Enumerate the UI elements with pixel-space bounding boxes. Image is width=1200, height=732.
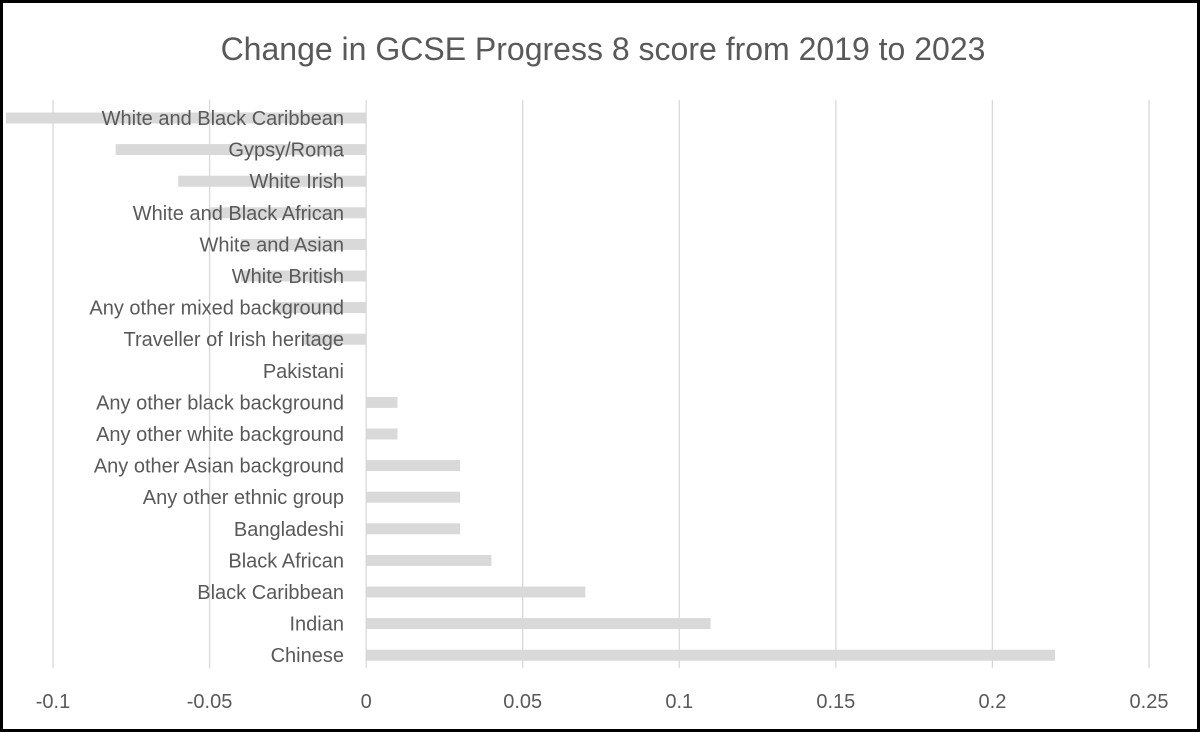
bar	[272, 302, 367, 314]
bar	[366, 649, 1056, 661]
bar	[366, 396, 398, 408]
bar	[240, 238, 367, 250]
x-tick-label: 0.15	[816, 691, 855, 713]
bar	[6, 112, 367, 124]
x-tick-label: 0.25	[1130, 691, 1169, 713]
chart-title: Change in GCSE Progress 8 score from 201…	[221, 31, 986, 67]
bar	[240, 270, 367, 282]
bar	[366, 618, 711, 630]
category-label: Any other white background	[96, 424, 344, 446]
bar	[366, 491, 461, 503]
category-label: Bangladeshi	[234, 519, 344, 541]
bar-chart: Change in GCSE Progress 8 score from 201…	[6, 31, 1169, 713]
category-label: Black African	[228, 550, 344, 572]
bars	[6, 112, 1056, 661]
category-label: Black Caribbean	[197, 582, 344, 604]
category-label: Any other Asian background	[94, 456, 344, 478]
bar	[366, 554, 492, 566]
bar	[366, 460, 461, 472]
bar	[209, 207, 367, 219]
bar	[303, 333, 367, 345]
bar	[178, 175, 367, 187]
bar	[366, 586, 586, 598]
gridlines	[52, 100, 1150, 668]
x-tick-label: 0.1	[665, 691, 693, 713]
category-label: White and Black African	[133, 203, 344, 225]
category-label: Chinese	[271, 645, 344, 667]
x-tick-labels: -0.1 -0.05 0 0.05 0.1 0.15 0.2 0.25	[36, 691, 1169, 713]
bar	[115, 144, 367, 156]
x-tick-label: -0.05	[187, 691, 233, 713]
bar	[366, 428, 398, 440]
category-label: Any other ethnic group	[143, 487, 344, 509]
category-label: Any other mixed background	[89, 298, 344, 320]
category-label: Traveller of Irish heritage	[124, 329, 344, 351]
category-labels: White and Black Caribbean Gypsy/Roma White…	[89, 108, 344, 667]
category-label: White British	[232, 266, 344, 288]
category-label: Any other black background	[96, 392, 344, 414]
category-label: White and Asian	[199, 234, 344, 256]
x-tick-label: 0	[361, 691, 372, 713]
bar	[366, 523, 461, 535]
category-label: Pakistani	[263, 361, 344, 383]
x-tick-label: -0.1	[36, 691, 70, 713]
category-label: Gypsy/Roma	[228, 140, 344, 162]
x-tick-label: 0.2	[979, 691, 1007, 713]
category-label: Indian	[290, 614, 345, 636]
category-label: White Irish	[250, 171, 344, 193]
x-tick-label: 0.05	[503, 691, 542, 713]
category-label: White and Black Caribbean	[102, 108, 344, 130]
